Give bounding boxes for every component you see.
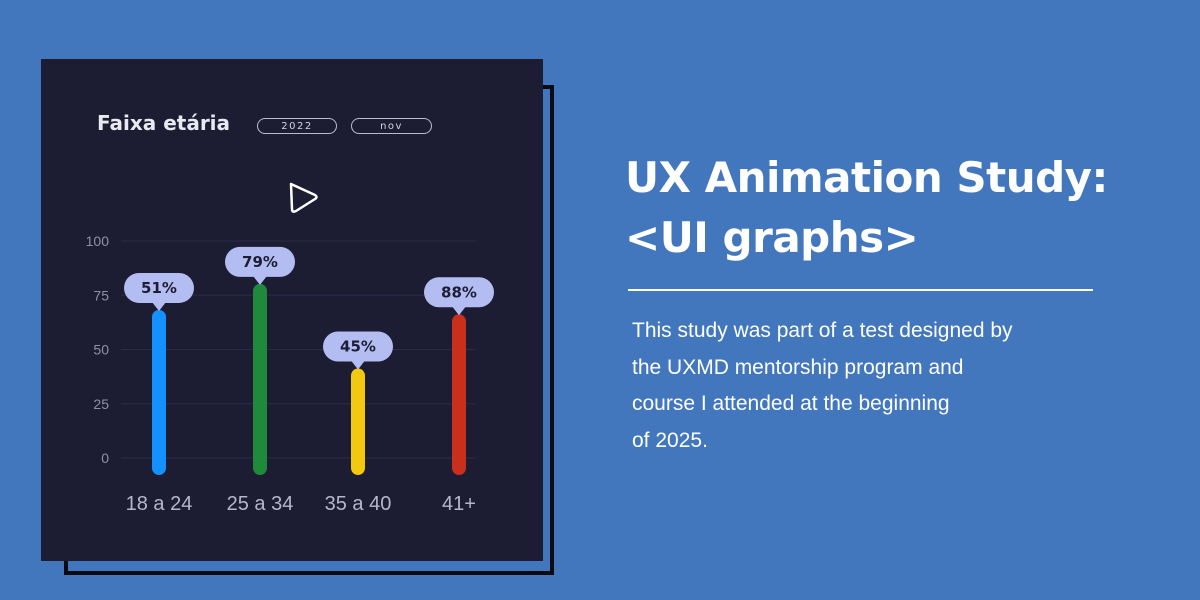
data-label-bubble bbox=[424, 277, 494, 308]
data-label: 51% bbox=[141, 279, 177, 297]
data-label-bubble bbox=[225, 246, 295, 277]
x-tick-label: 18 a 24 bbox=[126, 493, 193, 515]
y-tick-label: 25 bbox=[93, 396, 109, 412]
x-tick-label: 41+ bbox=[442, 493, 476, 515]
chart-card: Faixa etária 2022 nov 100 75 50 25 0 51% 18 a … bbox=[41, 59, 543, 561]
data-label: 88% bbox=[441, 283, 477, 301]
bar-chart: 100 75 50 25 0 51% 18 a 24 79% 25 a 34 45% 35 a 40… bbox=[86, 233, 494, 515]
x-tick-label: 35 a 40 bbox=[325, 493, 392, 515]
data-label: 45% bbox=[340, 338, 376, 356]
description-line: the UXMD mentorship program and bbox=[632, 355, 964, 379]
description-line: of 2025. bbox=[632, 428, 708, 452]
heading-divider bbox=[628, 289, 1093, 291]
data-label: 79% bbox=[242, 253, 278, 271]
study-heading: UX Animation Study: <UI graphs> bbox=[625, 148, 1108, 268]
year-filter-pill[interactable]: 2022 bbox=[257, 118, 337, 134]
y-tick-label: 75 bbox=[93, 287, 109, 303]
data-label-pointer bbox=[152, 301, 166, 311]
heading-line: UX Animation Study: bbox=[625, 153, 1108, 202]
play-icon[interactable] bbox=[283, 178, 323, 218]
y-tick-label: 0 bbox=[101, 450, 109, 466]
y-tick-label: 50 bbox=[93, 342, 109, 358]
data-label-pointer bbox=[452, 306, 466, 316]
description-line: course I attended at the beginning bbox=[632, 392, 950, 415]
study-description: This study was part of a test designed b… bbox=[632, 313, 1102, 459]
chart-title: Faixa etária bbox=[97, 111, 231, 135]
heading-line: <UI graphs> bbox=[625, 213, 919, 262]
data-label-pointer bbox=[253, 275, 267, 285]
y-tick-label: 100 bbox=[86, 233, 110, 249]
data-label-bubble bbox=[323, 331, 393, 362]
data-label-pointer bbox=[351, 360, 365, 370]
data-label-bubble bbox=[124, 272, 194, 303]
month-filter-pill[interactable]: nov bbox=[351, 118, 432, 134]
description-line: This study was part of a test designed b… bbox=[632, 319, 1013, 342]
x-tick-label: 25 a 34 bbox=[227, 493, 294, 515]
